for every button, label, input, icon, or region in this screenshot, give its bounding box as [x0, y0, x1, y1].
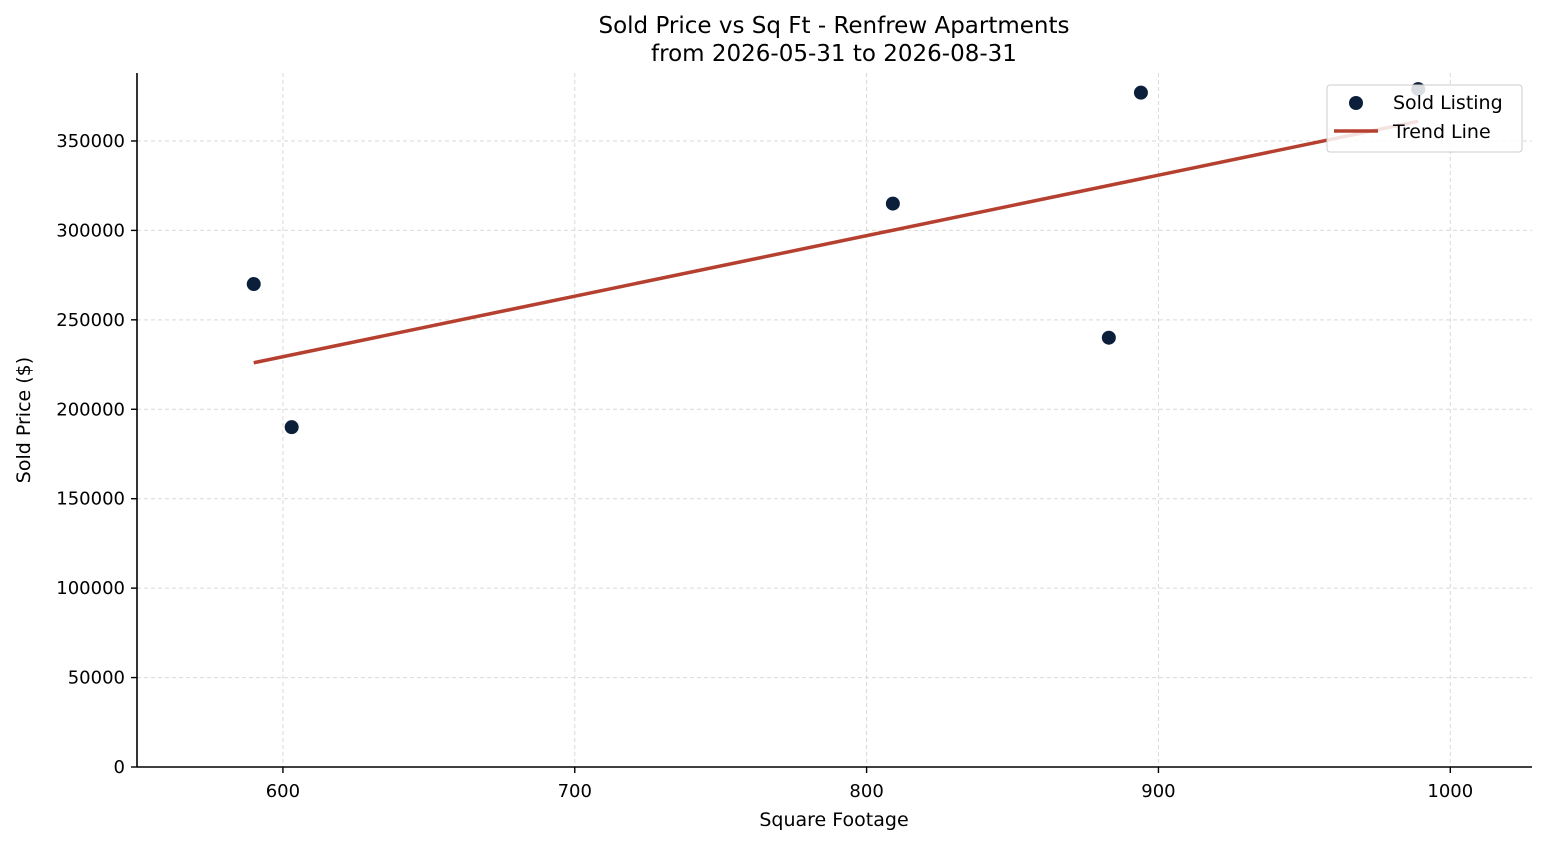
x-tick-label: 700 — [558, 781, 592, 802]
chart-title: Sold Price vs Sq Ft - Renfrew Apartments — [598, 13, 1069, 39]
y-tick-label: 50000 — [68, 668, 125, 689]
chart-subtitle: from 2026-05-31 to 2026-08-31 — [651, 41, 1017, 67]
y-tick-label: 150000 — [56, 489, 125, 510]
scatter-point — [1101, 330, 1116, 345]
scatter-point — [1133, 85, 1148, 100]
y-tick-label: 250000 — [56, 310, 125, 331]
y-axis-label: Sold Price ($) — [13, 357, 35, 483]
legend-label-trend-line: Trend Line — [1392, 121, 1491, 143]
grid — [137, 73, 1532, 767]
legend-label-sold-listing: Sold Listing — [1393, 92, 1503, 114]
legend-box — [1326, 84, 1523, 153]
scatter-point — [246, 277, 261, 292]
y-tick-label: 350000 — [56, 131, 125, 152]
y-tick-label: 0 — [114, 757, 125, 778]
scatter-point — [284, 420, 299, 435]
trend-line-layer — [253, 119, 1419, 365]
scatter-point — [885, 196, 900, 211]
y-axis-ticks: 0 50000 100000 150000 200000 250000 300000 3500… — [56, 131, 137, 778]
trend-line — [253, 119, 1419, 365]
x-axis-label: Square Footage — [759, 809, 908, 831]
x-tick-label: 800 — [849, 781, 883, 802]
legend-marker-sold-listing — [1349, 96, 1363, 110]
x-tick-label: 1000 — [1427, 781, 1473, 802]
x-tick-label: 600 — [266, 781, 300, 802]
y-tick-label: 100000 — [56, 578, 125, 599]
y-tick-label: 300000 — [56, 220, 125, 241]
legend: Sold Listing Trend Line — [1326, 84, 1523, 153]
scatter-points — [246, 82, 1426, 435]
x-tick-label: 900 — [1141, 781, 1175, 802]
y-tick-label: 200000 — [56, 399, 125, 420]
x-axis-ticks: 600 700 800 900 1000 — [266, 767, 1473, 802]
